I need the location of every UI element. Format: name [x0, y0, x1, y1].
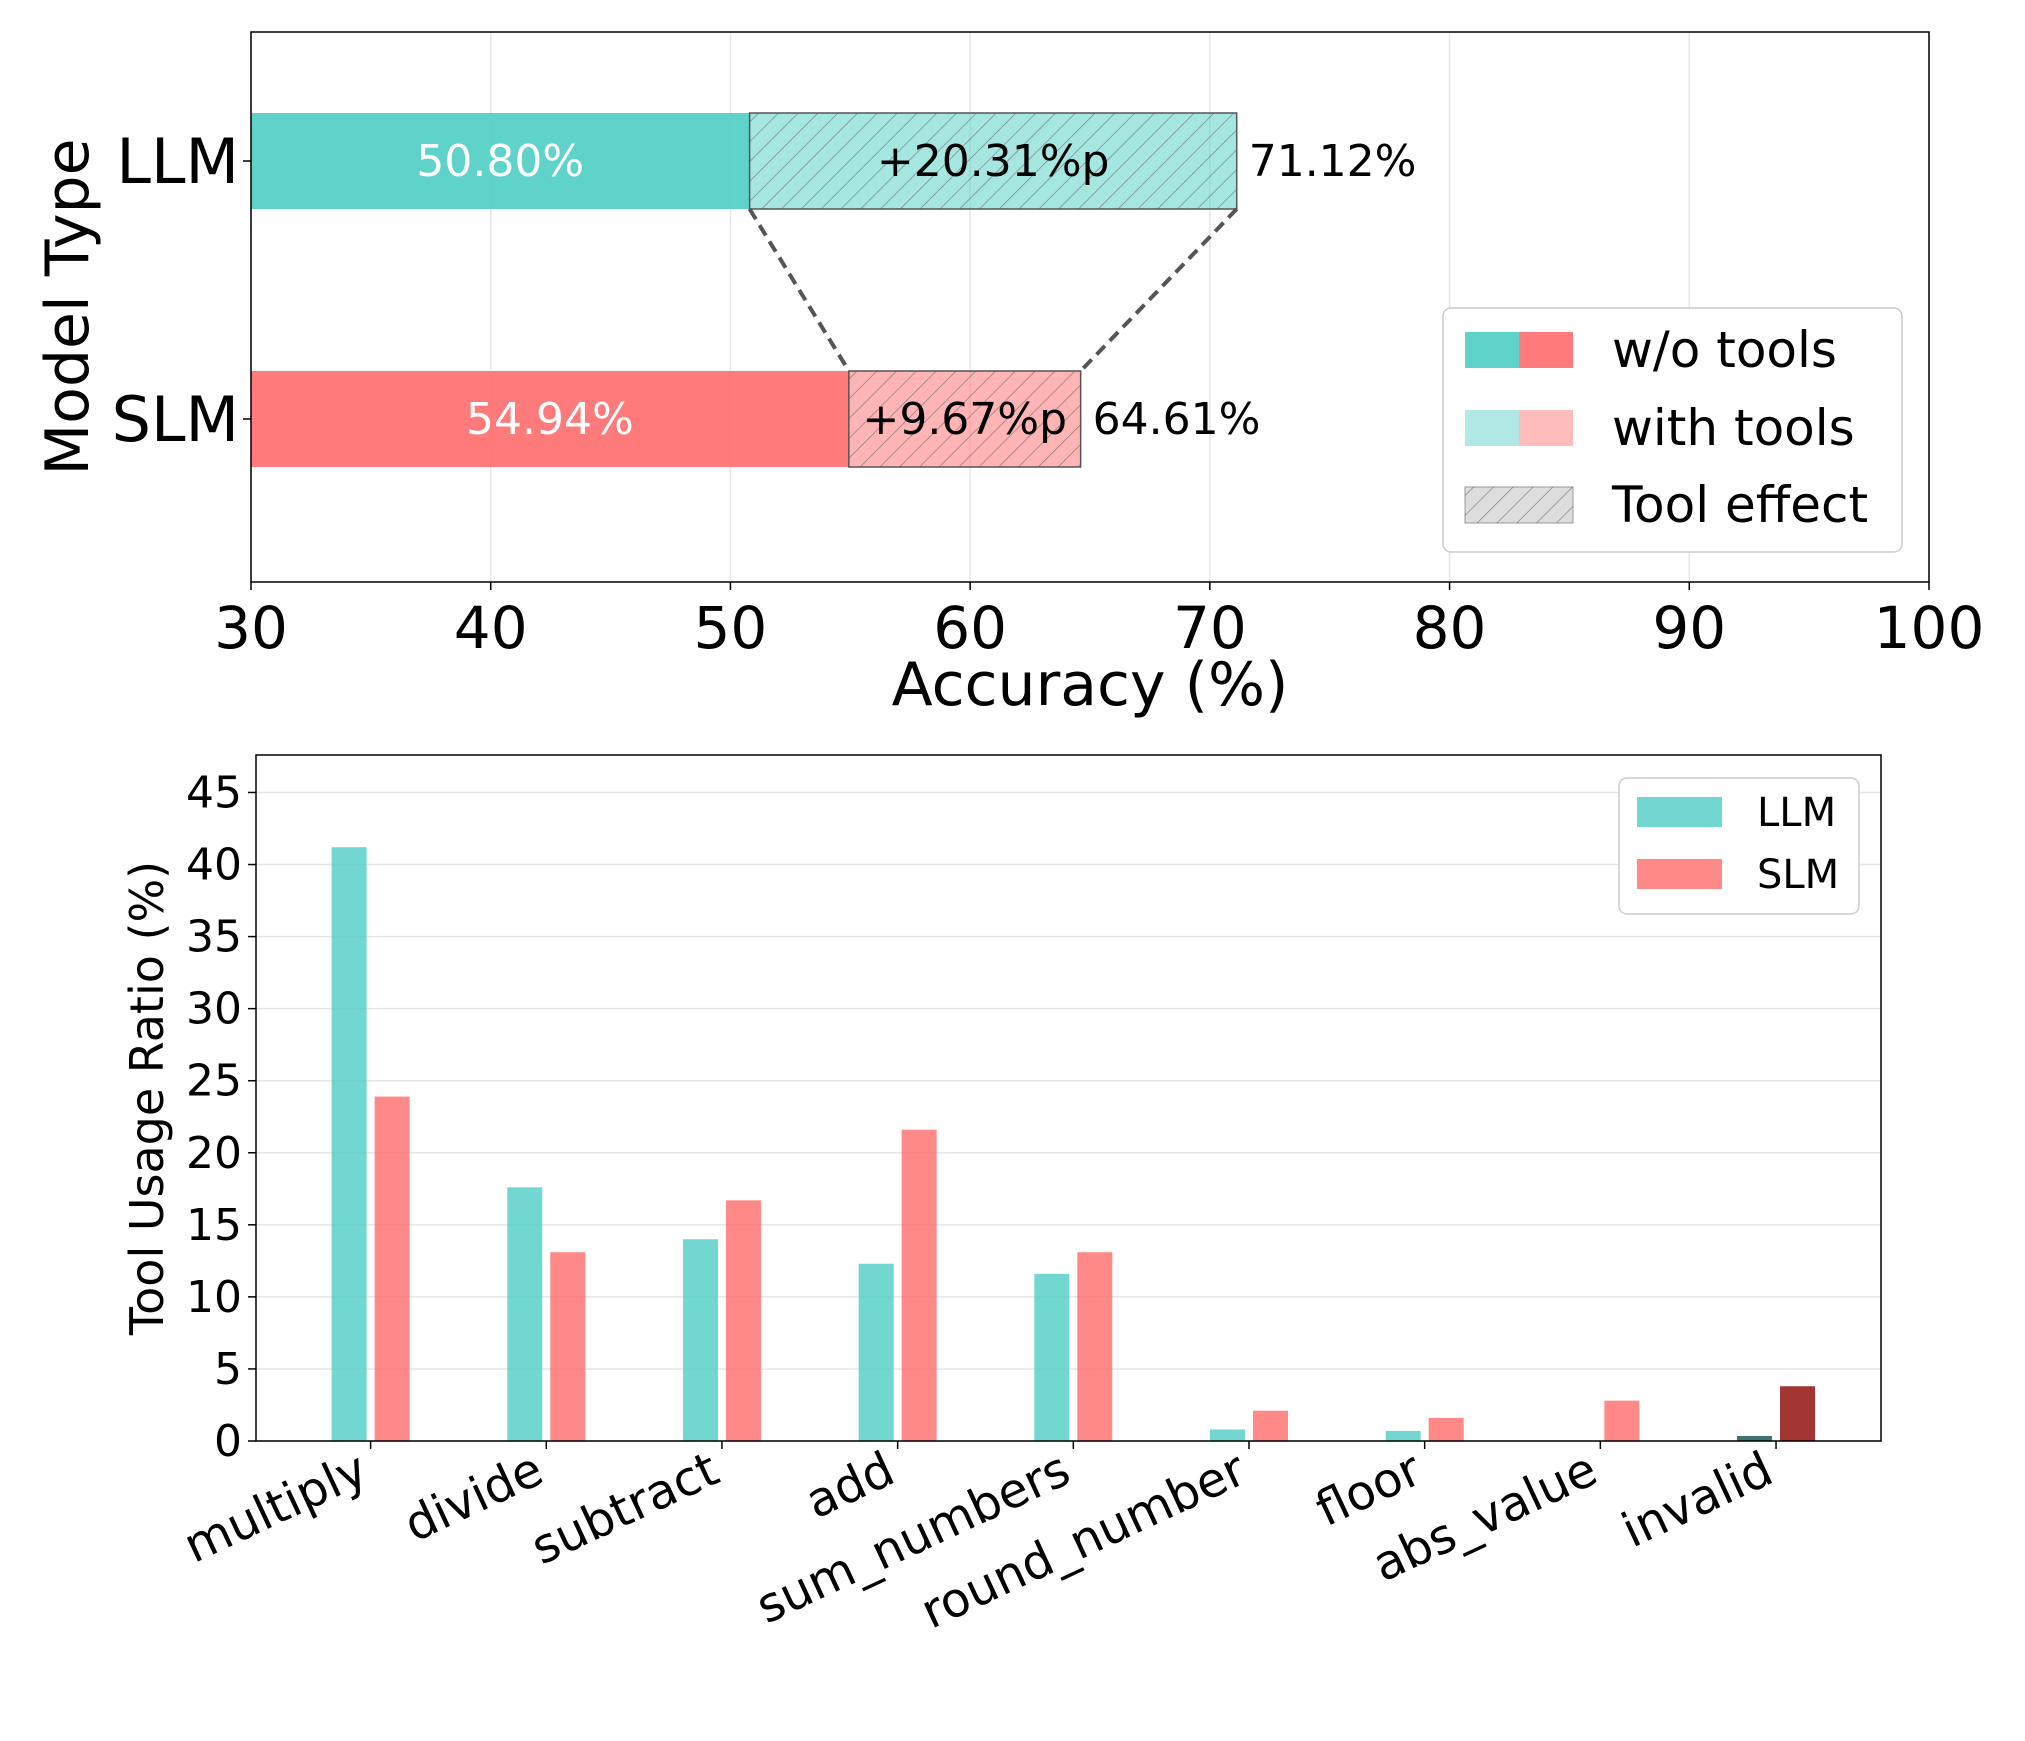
y-tick-label: 15 — [186, 1200, 242, 1251]
connector-dashed-line — [747, 207, 851, 373]
bar-slm — [550, 1252, 586, 1441]
legend-swatch-llm — [1637, 797, 1722, 827]
legend-swatch-llm — [1465, 410, 1519, 446]
plot-frame — [255, 754, 1882, 1442]
bar-label-with-tools: 71.12% — [1249, 136, 1417, 187]
y-tick-label: 20 — [186, 1128, 242, 1179]
bar-slm — [1428, 1417, 1464, 1441]
bar-llm — [507, 1187, 543, 1441]
y-axis-label: Model Type — [33, 138, 103, 475]
bar-llm — [1210, 1429, 1245, 1441]
x-tick-label: 100 — [1874, 594, 1985, 662]
y-tick-label: 30 — [186, 984, 242, 1035]
bar-llm — [331, 847, 367, 1441]
x-tick-label: 70 — [1173, 594, 1247, 662]
y-tick-label: SLM — [112, 383, 239, 456]
bar-label-without-tools: 54.94% — [466, 394, 634, 445]
bar-llm — [1385, 1430, 1421, 1441]
accuracy-chart: 30 40 50 60 70 80 90 100 50.80% +20.31%p 71.12% LLM… — [33, 31, 1985, 720]
bar-label-without-tools: 50.80% — [416, 136, 584, 187]
bar-without-tools — [251, 371, 849, 467]
legend-swatch-slm — [1519, 332, 1573, 368]
bar-label-tool-effect: +9.67%p — [862, 394, 1067, 445]
bar-llm — [858, 1263, 894, 1441]
y-tick-label: LLM — [116, 125, 239, 198]
x-tick-label: 40 — [454, 594, 528, 662]
bar-slm — [725, 1200, 761, 1441]
y-tick-label: 35 — [186, 912, 242, 963]
x-tick-label: 30 — [214, 594, 288, 662]
bar-label-with-tools: 64.61% — [1093, 394, 1261, 445]
legend-swatch-slm — [1519, 410, 1573, 446]
legend-swatch-hatch — [1465, 487, 1573, 523]
bar-tool-effect-hatch — [749, 113, 1237, 209]
bar-slm — [1077, 1252, 1113, 1441]
y-tick-label: 0 — [214, 1416, 242, 1467]
x-tick-label: 90 — [1652, 594, 1726, 662]
bar-tool-effect-hatch — [848, 371, 1081, 467]
x-tick-label: subtract — [523, 1441, 727, 1576]
x-tick-label: add — [797, 1441, 903, 1530]
legend-swatch-llm — [1465, 332, 1519, 368]
legend-label: w/o tools — [1612, 321, 1837, 379]
y-tick-label: 40 — [186, 840, 242, 891]
y-tick-label: 25 — [186, 1056, 242, 1107]
bar-slm — [1604, 1400, 1640, 1441]
bar-llm — [1737, 1435, 1773, 1441]
bar-llm — [1034, 1273, 1070, 1441]
bar-slm — [901, 1129, 937, 1441]
x-tick-label: 80 — [1413, 594, 1487, 662]
bar-slm — [1780, 1386, 1816, 1441]
y-tick-label: 10 — [186, 1272, 242, 1323]
x-axis-label: Accuracy (%) — [892, 650, 1289, 720]
x-tick-label: invalid — [1614, 1441, 1782, 1559]
bar-without-tools — [251, 113, 750, 209]
legend-label: Tool effect — [1611, 476, 1868, 534]
legend-label: LLM — [1757, 790, 1836, 836]
legend-swatch-slm — [1637, 859, 1722, 889]
x-tick-label: multiply — [175, 1441, 375, 1574]
x-tick-label: 60 — [933, 594, 1007, 662]
x-tick-label: 50 — [694, 594, 768, 662]
y-axis-label: Tool Usage Ratio (%) — [120, 861, 174, 1336]
bar-llm — [682, 1239, 718, 1441]
bar-slm — [374, 1096, 410, 1441]
legend: w/o tools with tools Tool effect — [1442, 307, 1903, 553]
legend-label: with tools — [1612, 399, 1855, 457]
y-tick-label: 45 — [186, 767, 242, 818]
connector-dashed-line — [1079, 207, 1239, 373]
bar-label-tool-effect: +20.31%p — [877, 136, 1110, 187]
plot-frame — [250, 31, 1930, 583]
legend-label: SLM — [1757, 852, 1839, 898]
bar-slm — [1253, 1410, 1288, 1441]
y-tick-label: 5 — [214, 1344, 242, 1395]
legend: LLM SLM — [1618, 777, 1860, 915]
